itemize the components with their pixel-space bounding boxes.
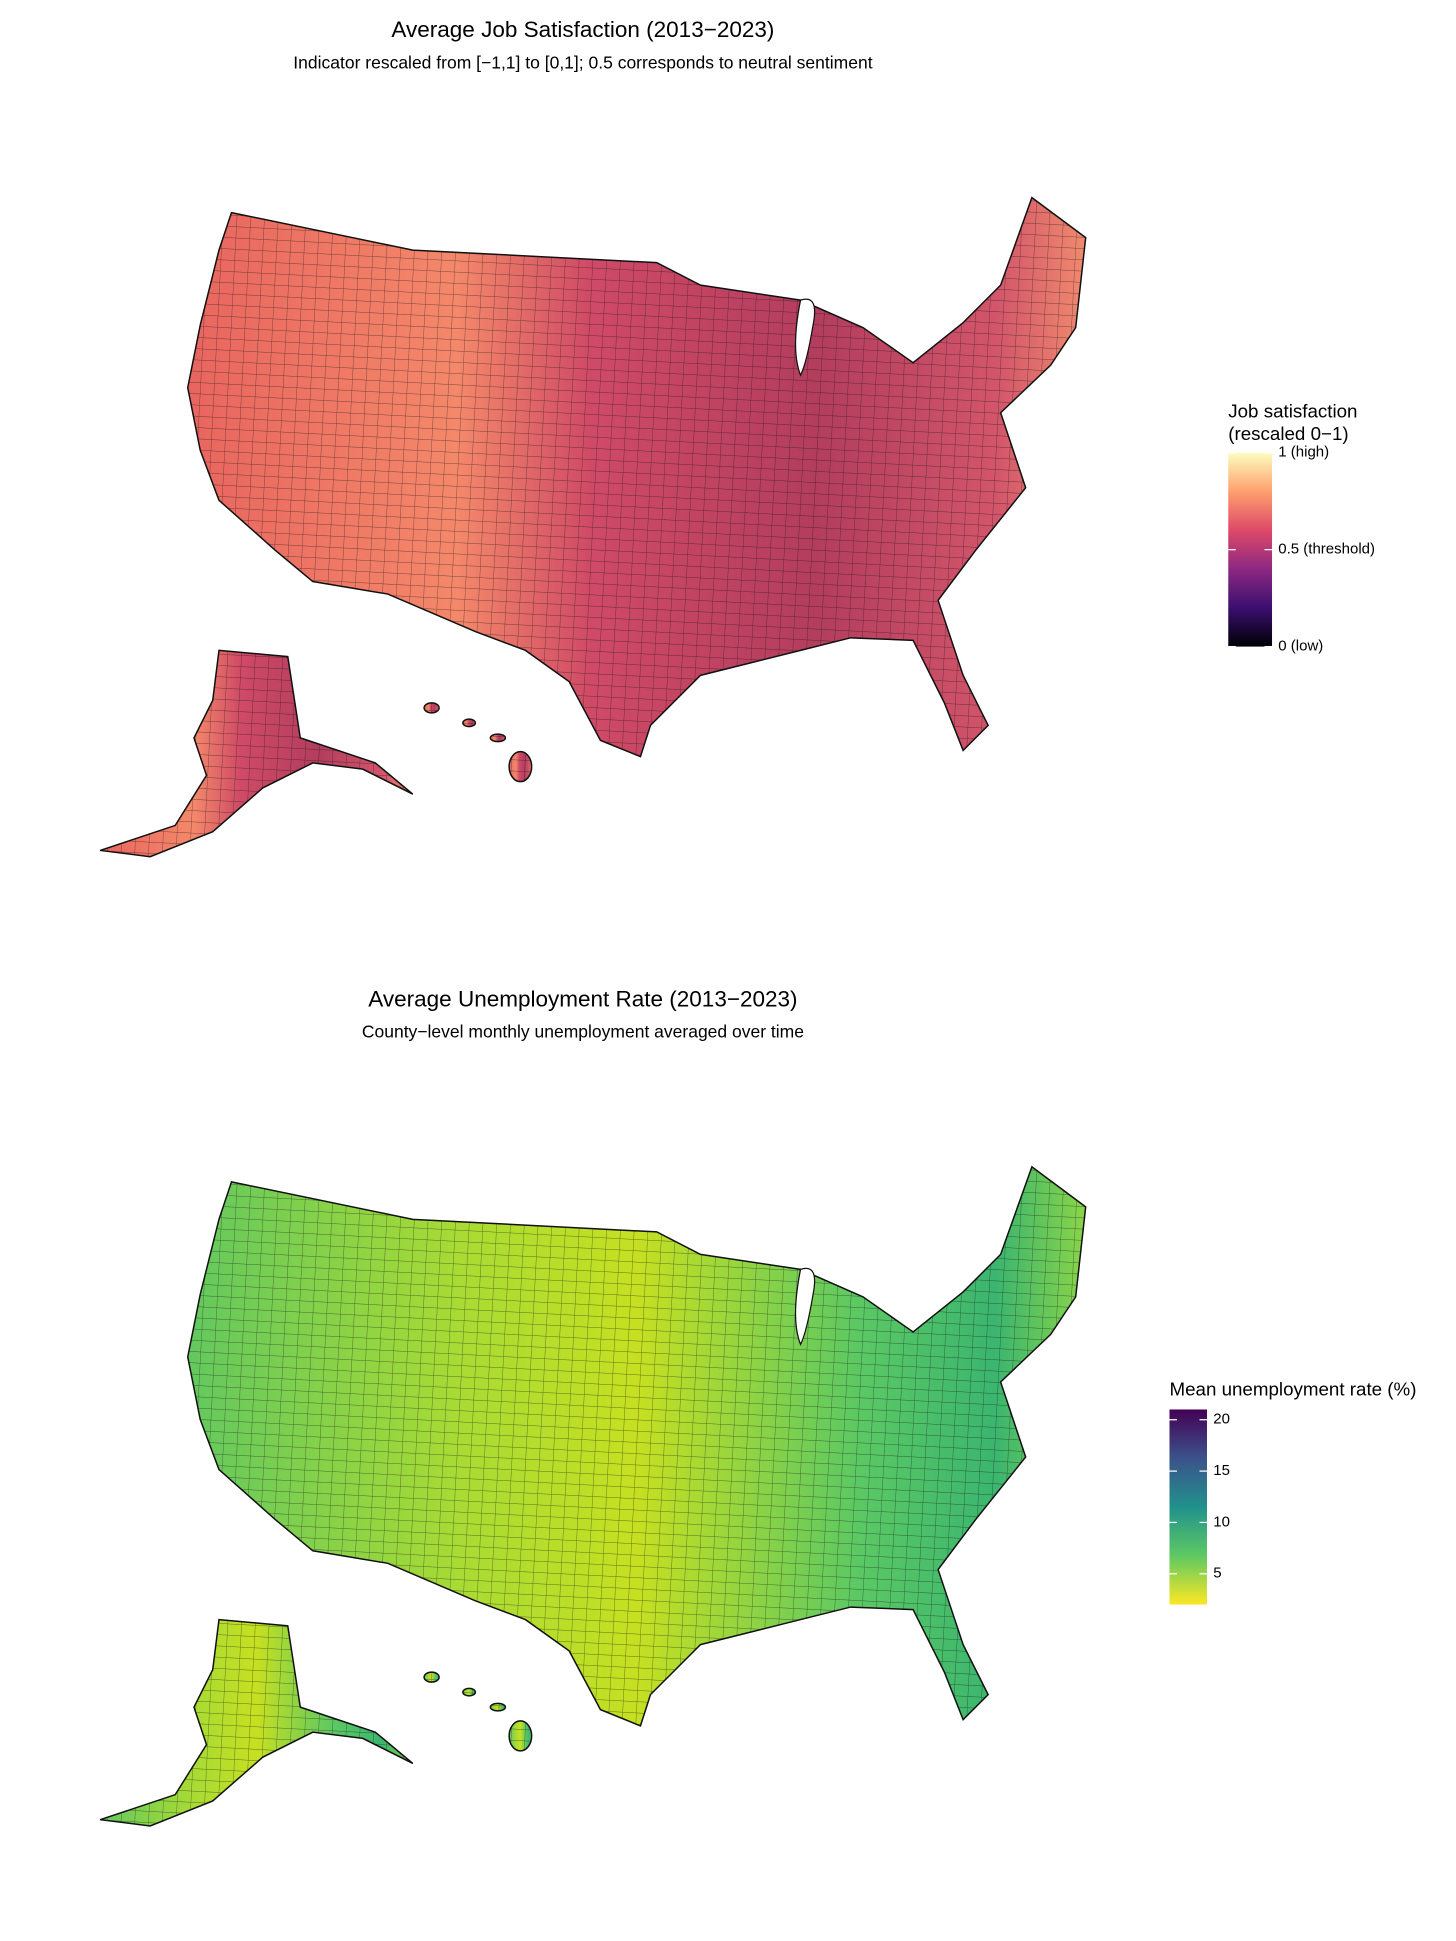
colorbar (1169, 1409, 1207, 1605)
legend-title: Job satisfaction (1228, 401, 1357, 422)
map-subtitle: Indicator rescaled from [−1,1] to [0,1];… (293, 52, 872, 72)
legend-tick-label: 15 (1213, 1462, 1230, 1479)
legend-tick-label: 5 (1213, 1565, 1221, 1582)
legend-tick-label: 20 (1213, 1411, 1230, 1428)
map-title: Average Job Satisfaction (2013−2023) (391, 17, 774, 42)
legend-tick-label: 10 (1213, 1513, 1230, 1530)
map-title: Average Unemployment Rate (2013−2023) (368, 986, 797, 1011)
legend-tick-label: 0.5 (threshold) (1278, 541, 1375, 558)
legend-tick-label: 0 (low) (1278, 638, 1323, 655)
legend-title: (rescaled 0−1) (1228, 423, 1348, 444)
map-subtitle: County−level monthly unemployment averag… (362, 1022, 804, 1042)
legend-tick-label: 1 (high) (1278, 444, 1329, 461)
map (99, 196, 1087, 858)
map (99, 1166, 1087, 1827)
legend-title: Mean unemployment rate (%) (1169, 1379, 1416, 1400)
